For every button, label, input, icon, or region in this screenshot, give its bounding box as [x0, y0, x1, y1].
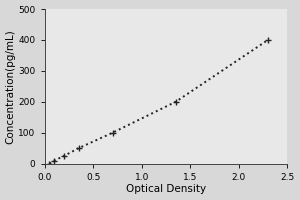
Y-axis label: Concentration(pg/mL): Concentration(pg/mL)	[6, 29, 16, 144]
X-axis label: Optical Density: Optical Density	[126, 184, 206, 194]
